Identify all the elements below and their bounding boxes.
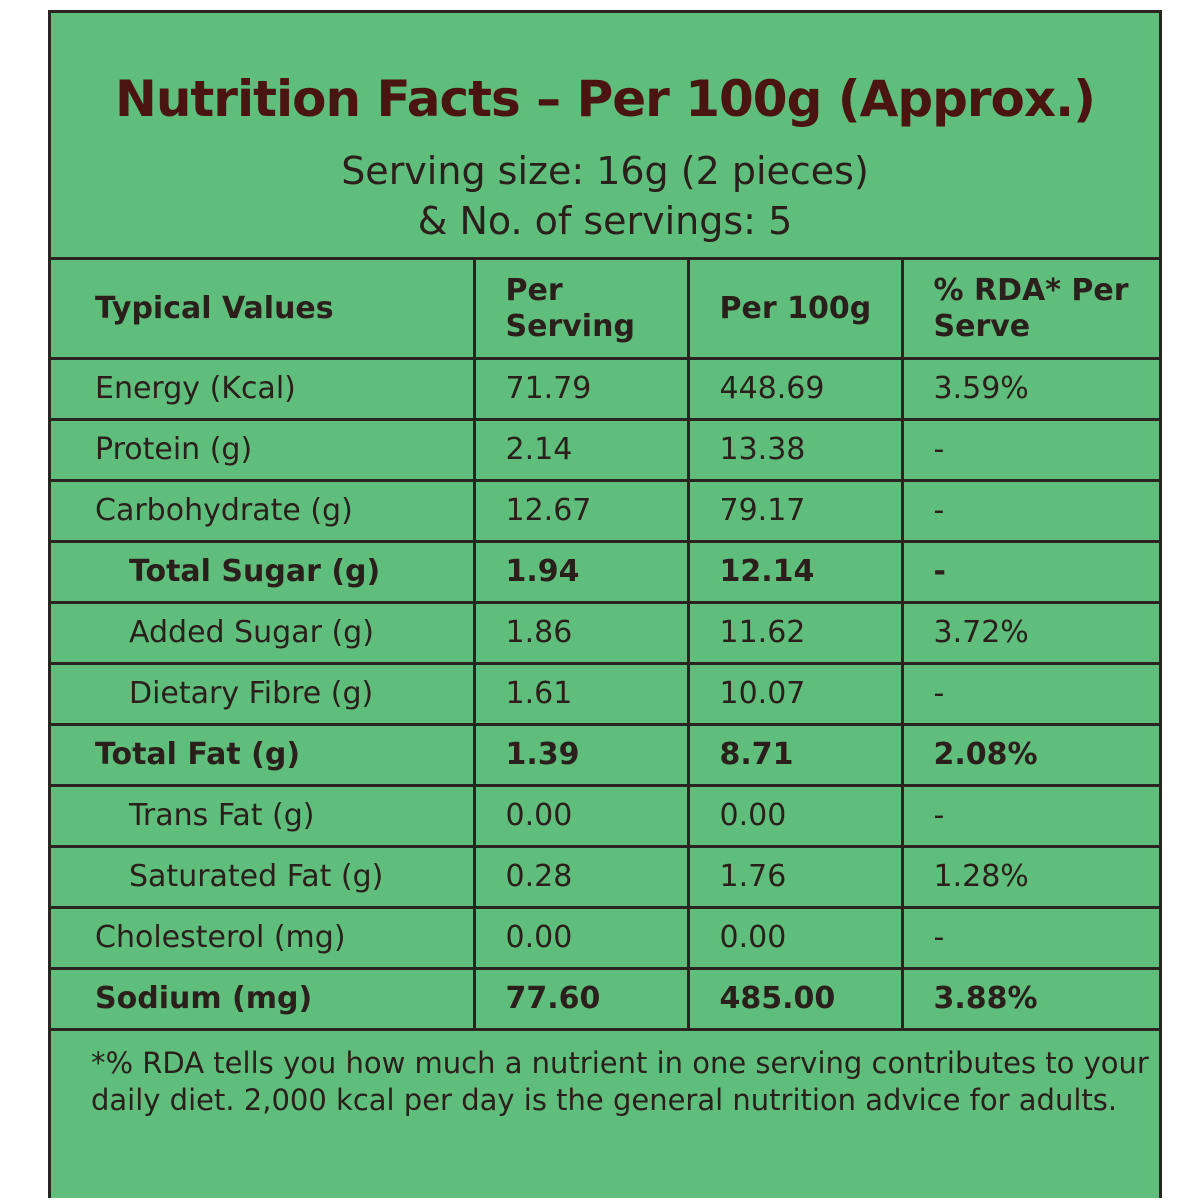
servings-count-text: & No. of servings: 5 xyxy=(417,199,793,243)
table-row: Trans Fat (g) 0.00 0.00 - xyxy=(51,784,1159,848)
table-row: Energy (Kcal) 71.79 448.69 3.59% xyxy=(51,357,1159,421)
table-row: Added Sugar (g) 1.86 11.62 3.72% xyxy=(51,601,1159,665)
per-100g-value: 11.62 xyxy=(686,601,904,665)
nutrient-name: Total Fat (g) xyxy=(51,723,476,787)
per-100g-value: 8.71 xyxy=(686,723,904,787)
nutrition-facts-panel: Nutrition Facts – Per 100g (Approx.) Ser… xyxy=(48,10,1162,1198)
per-serving-value: 77.60 xyxy=(472,967,690,1031)
nutrient-name: Carbohydrate (g) xyxy=(51,479,476,543)
per-serving-value: 71.79 xyxy=(472,357,690,421)
page-title: Nutrition Facts – Per 100g (Approx.) xyxy=(114,70,1096,128)
per-serving-value: 1.61 xyxy=(472,662,690,726)
column-header-typical-values: Typical Values xyxy=(51,257,476,360)
table-row: Cholesterol (mg) 0.00 0.00 - xyxy=(51,906,1159,970)
column-header-per-serving: Per Serving xyxy=(472,257,690,360)
nutrient-name: Total Sugar (g) xyxy=(51,540,476,604)
nutrient-name: Cholesterol (mg) xyxy=(51,906,476,970)
rda-value: 2.08% xyxy=(900,723,1159,787)
per-serving-value: 1.86 xyxy=(472,601,690,665)
per-serving-value: 0.00 xyxy=(472,784,690,848)
per-serving-value: 0.00 xyxy=(472,906,690,970)
per-serving-value: 12.67 xyxy=(472,479,690,543)
per-100g-value: 1.76 xyxy=(686,845,904,909)
per-serving-value: 1.94 xyxy=(472,540,690,604)
rda-value: - xyxy=(900,662,1159,726)
rda-value: - xyxy=(900,418,1159,482)
table-row: Total Fat (g) 1.39 8.71 2.08% xyxy=(51,723,1159,787)
rda-footnote: *% RDA tells you how much a nutrient in … xyxy=(91,1046,1149,1117)
per-100g-value: 485.00 xyxy=(686,967,904,1031)
nutrient-name: Dietary Fibre (g) xyxy=(51,662,476,726)
table-row: Total Sugar (g) 1.94 12.14 - xyxy=(51,540,1159,604)
table-row: Protein (g) 2.14 13.38 - xyxy=(51,418,1159,482)
per-serving-value: 1.39 xyxy=(472,723,690,787)
table-row: Carbohydrate (g) 12.67 79.17 - xyxy=(51,479,1159,543)
per-100g-value: 13.38 xyxy=(686,418,904,482)
rda-value: - xyxy=(900,784,1159,848)
table-row: Dietary Fibre (g) 1.61 10.07 - xyxy=(51,662,1159,726)
nutrition-table: Typical Values Per Serving Per 100g % RD… xyxy=(51,257,1159,1031)
serving-size-text: Serving size: 16g (2 pieces) xyxy=(341,149,869,193)
per-100g-value: 0.00 xyxy=(686,906,904,970)
rda-value: - xyxy=(900,479,1159,543)
per-100g-value: 79.17 xyxy=(686,479,904,543)
rda-value: - xyxy=(900,540,1159,604)
nutrient-name: Trans Fat (g) xyxy=(51,784,476,848)
per-100g-value: 12.14 xyxy=(686,540,904,604)
rda-value: 3.72% xyxy=(900,601,1159,665)
rda-value: - xyxy=(900,906,1159,970)
per-serving-value: 2.14 xyxy=(472,418,690,482)
per-100g-value: 10.07 xyxy=(686,662,904,726)
rda-value: 1.28% xyxy=(900,845,1159,909)
nutrient-name: Sodium (mg) xyxy=(51,967,476,1031)
nutrition-header: Nutrition Facts – Per 100g (Approx.) Ser… xyxy=(51,13,1159,257)
table-row: Saturated Fat (g) 0.28 1.76 1.28% xyxy=(51,845,1159,909)
column-header-rda: % RDA* Per Serve xyxy=(900,257,1159,360)
nutrient-name: Protein (g) xyxy=(51,418,476,482)
rda-value: 3.88% xyxy=(900,967,1159,1031)
table-row: Sodium (mg) 77.60 485.00 3.88% xyxy=(51,967,1159,1031)
rda-value: 3.59% xyxy=(900,357,1159,421)
nutrient-name: Energy (Kcal) xyxy=(51,357,476,421)
nutrient-name: Saturated Fat (g) xyxy=(51,845,476,909)
per-serving-value: 0.28 xyxy=(472,845,690,909)
per-100g-value: 448.69 xyxy=(686,357,904,421)
per-100g-value: 0.00 xyxy=(686,784,904,848)
table-header-row: Typical Values Per Serving Per 100g % RD… xyxy=(51,257,1159,360)
column-header-per-100g: Per 100g xyxy=(686,257,904,360)
nutrient-name: Added Sugar (g) xyxy=(51,601,476,665)
